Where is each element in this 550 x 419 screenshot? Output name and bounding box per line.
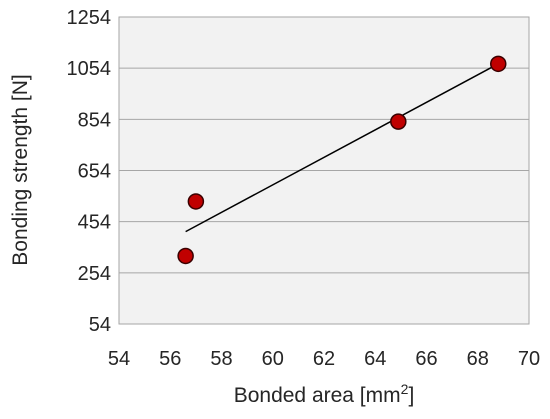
x-tick-label: 56 <box>159 348 181 370</box>
x-tick-label: 70 <box>518 348 540 370</box>
y-tick-labels: 54 254 454 654 854 1054 1254 <box>67 7 112 336</box>
x-tick-labels: 54 56 58 60 62 64 66 68 70 <box>108 348 540 370</box>
trendline <box>185 63 499 233</box>
x-axis-title: Bonded area [mm2] <box>234 381 415 407</box>
x-tick-label: 64 <box>364 348 386 370</box>
data-point <box>390 113 407 130</box>
x-tick-label: 58 <box>210 348 232 370</box>
x-tick-label: 60 <box>262 348 284 370</box>
x-tick-label: 54 <box>108 348 130 370</box>
data-point <box>187 193 205 210</box>
y-tick-label: 1054 <box>67 58 112 80</box>
x-tick-label: 66 <box>415 348 437 370</box>
y-tick-label: 654 <box>78 161 111 183</box>
y-axis-title: Bonding strength [N] <box>9 74 32 265</box>
y-tick-label: 854 <box>78 109 111 131</box>
y-tick-label: 454 <box>78 212 111 234</box>
data-points <box>177 55 507 265</box>
y-tick-label: 1254 <box>67 7 112 29</box>
x-tick-label: 62 <box>313 348 335 370</box>
data-point <box>177 247 194 265</box>
gridlines <box>119 67 529 274</box>
y-tick-label: 254 <box>78 263 111 285</box>
x-tick-label: 68 <box>467 348 489 370</box>
data-point <box>490 55 507 73</box>
y-tick-label: 54 <box>89 314 111 336</box>
